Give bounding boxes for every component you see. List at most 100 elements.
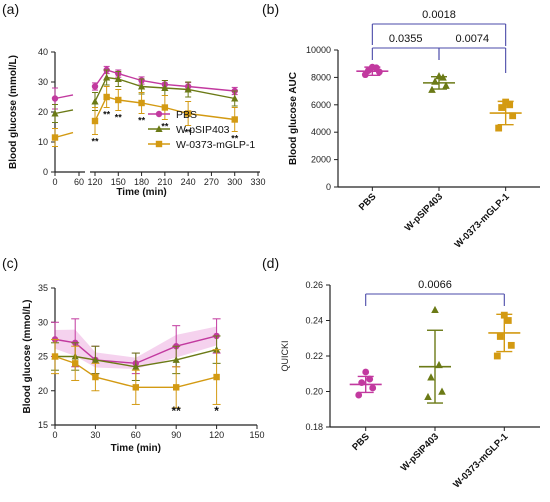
- tick-label-d-x: W-pSIP403: [399, 431, 441, 473]
- data-point-d: [435, 360, 443, 369]
- tick-label-a-y: 30: [38, 77, 48, 87]
- data-point-b: [442, 81, 450, 89]
- tick-label-a-x: 270: [204, 177, 219, 187]
- significance-c: *: [214, 404, 219, 418]
- tick-label-a-y: 40: [38, 47, 48, 57]
- data-point-d: [496, 333, 504, 340]
- axis-title-c-y: Blood glucose (mmol/L): [22, 300, 33, 414]
- data-point-a: [91, 83, 99, 90]
- data-point-b: [431, 77, 439, 85]
- tick-label-c-y: 35: [38, 283, 48, 293]
- tick-label-c-x: 150: [249, 430, 264, 440]
- data-point-a: [184, 110, 192, 117]
- legend-marker: [155, 110, 163, 118]
- panel-label-b: (b): [262, 1, 279, 17]
- data-point-b: [435, 72, 443, 80]
- data-point-d: [424, 392, 432, 401]
- p-value-b: 0.0018: [422, 9, 456, 21]
- tick-label-d-y: 0.18: [305, 422, 323, 432]
- tick-label-c-x: 60: [131, 430, 141, 440]
- tick-label-a-x: 330: [250, 177, 265, 187]
- tick-label-b-y: 2000: [311, 155, 331, 165]
- significance-a: **: [138, 116, 146, 126]
- data-point-b: [506, 101, 514, 109]
- tick-label-a-x: 60: [74, 177, 84, 187]
- tick-label-a-y: 20: [38, 107, 48, 117]
- data-point-a: [161, 104, 169, 111]
- series-line-c: [54, 335, 217, 365]
- legend-label: W-0373-mGLP-1: [176, 139, 255, 151]
- data-point-a: [91, 117, 99, 125]
- tick-label-d-x: W-0373-mGLP-1: [451, 431, 511, 491]
- data-point-a: [114, 75, 122, 82]
- data-point-b: [498, 104, 506, 111]
- significance-a: **: [91, 137, 99, 147]
- significance-c: **: [172, 404, 182, 418]
- tick-label-a-x: 120: [87, 177, 102, 187]
- data-point-c: [91, 356, 99, 363]
- data-point-a: [51, 134, 59, 141]
- data-point-b: [368, 63, 376, 71]
- data-point-d: [358, 379, 366, 387]
- tick-label-c-x: 30: [90, 430, 100, 440]
- tick-label-b-y: 4000: [311, 127, 331, 137]
- p-value-b: 0.0074: [456, 33, 490, 45]
- tick-label-a-x: 180: [134, 177, 149, 187]
- data-point-a: [231, 94, 239, 102]
- data-point-c: [132, 384, 139, 391]
- data-point-c: [92, 373, 99, 381]
- data-point-b: [428, 85, 436, 93]
- significance-a: **: [103, 110, 111, 120]
- data-point-c: [213, 373, 220, 381]
- tick-label-c-y: 20: [38, 386, 48, 396]
- data-point-d: [500, 311, 508, 319]
- p-value-b: 0.0355: [389, 33, 423, 45]
- data-point-a: [137, 82, 146, 90]
- data-point-a: [115, 96, 122, 104]
- tick-label-b-x: W-pSIP403: [403, 191, 445, 233]
- data-point-a: [231, 116, 238, 123]
- tick-label-c-y: 30: [38, 317, 48, 327]
- series-stub-a: [54, 109, 74, 115]
- significance-a: **: [231, 134, 239, 144]
- tick-label-a-x: 150: [111, 177, 126, 187]
- tick-label-d-y: 0.26: [305, 280, 323, 290]
- tick-label-c-x: 120: [209, 430, 224, 440]
- tick-label-a-x: 210: [157, 177, 172, 187]
- data-point-d: [362, 368, 370, 376]
- axis-title-d-y: QUICKI: [280, 340, 290, 371]
- p-value-d: 0.0066: [418, 279, 452, 291]
- legend-label: W-pSIP403: [176, 124, 230, 136]
- significance-a: **: [115, 113, 123, 123]
- tick-label-b-y: 0: [326, 182, 331, 192]
- tick-label-a-y: 0: [43, 167, 48, 177]
- data-point-a: [138, 99, 145, 107]
- data-point-d: [355, 391, 363, 399]
- axis-title-c-x: Time (min): [111, 443, 161, 454]
- data-point-a: [103, 93, 110, 101]
- panel-label-a: (a): [2, 1, 19, 17]
- series-line-c: [54, 355, 217, 389]
- data-point-a: [184, 85, 192, 93]
- tick-label-b-x: PBS: [357, 191, 379, 213]
- axis-title-a-y: Blood glucose (mmol/L): [8, 55, 19, 169]
- data-point-a: [51, 109, 59, 117]
- tick-label-c-y: 25: [38, 352, 48, 362]
- legend-marker: [155, 140, 163, 148]
- data-point-b: [509, 112, 517, 120]
- data-point-b: [495, 124, 503, 132]
- tick-label-a-y: 10: [38, 137, 48, 147]
- data-point-b: [502, 98, 510, 106]
- data-point-d: [366, 375, 374, 383]
- series-line-c: [55, 348, 217, 368]
- data-point-c: [132, 362, 140, 370]
- tick-label-c-x: 90: [171, 430, 181, 440]
- tick-label-a-x: 240: [181, 177, 196, 187]
- tick-label-a-x: 300: [227, 177, 242, 187]
- axis-title-a-x: Time (min): [116, 187, 166, 198]
- data-point-d: [438, 387, 446, 395]
- significance-a: **: [161, 122, 169, 132]
- panel-label-c: (c): [2, 255, 18, 271]
- tick-label-c-y: 15: [38, 420, 48, 430]
